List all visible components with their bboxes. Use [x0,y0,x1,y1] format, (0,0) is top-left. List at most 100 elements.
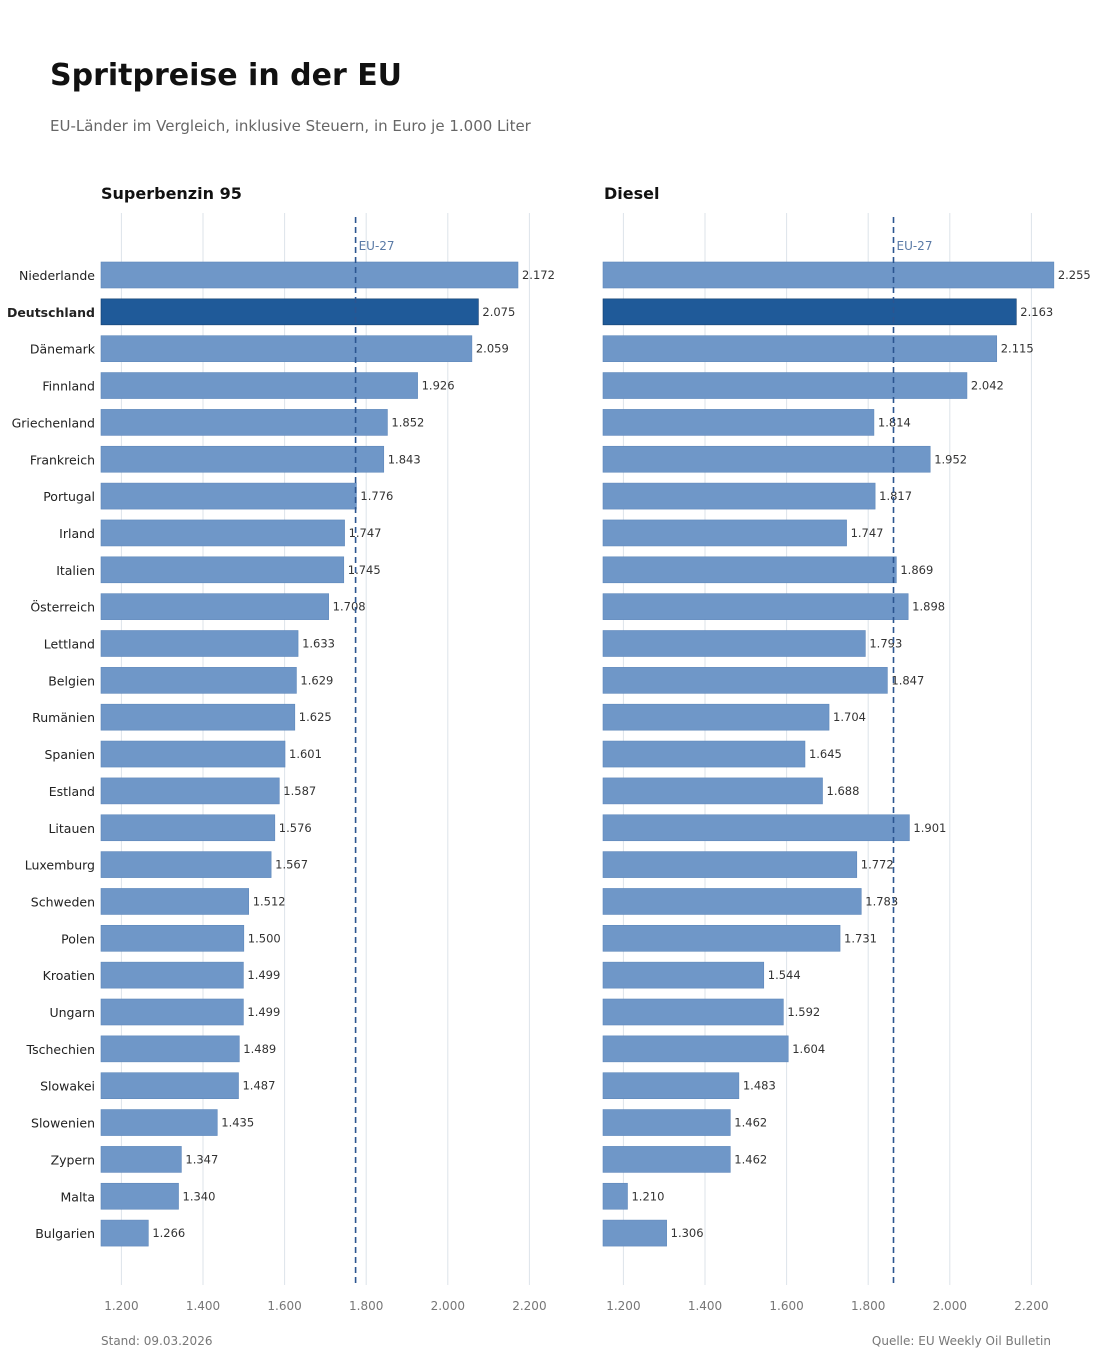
value-label: 1.487 [242,1079,275,1093]
category-label: Dänemark [30,342,96,357]
value-label: 1.645 [809,747,842,761]
x-tick-label: 1.200 [606,1299,640,1313]
value-label: 2.163 [1020,305,1053,319]
value-label: 2.059 [476,342,509,356]
bar-superbenzin [100,556,345,584]
value-label: 1.776 [360,489,393,503]
bar-diesel [602,593,909,620]
category-label: Deutschland [7,305,95,320]
bar-diesel [602,851,858,878]
bar-diesel [602,814,910,842]
category-label: Ungarn [49,1005,95,1020]
bar-superbenzin [100,667,297,694]
bar-diesel [602,630,866,657]
value-label: 1.499 [247,968,280,982]
x-tick-label: 2.000 [431,1299,465,1313]
x-tick-label: 1.600 [769,1299,803,1313]
value-label: 1.688 [827,784,860,798]
value-label: 2.042 [971,379,1004,393]
bar-diesel [602,519,847,547]
value-label: 2.172 [522,268,555,282]
x-tick-label: 2.200 [512,1299,546,1313]
bar-diesel [602,335,998,363]
value-label: 1.340 [183,1189,216,1203]
bar-diesel [602,777,823,805]
value-label: 1.731 [844,931,877,945]
bar-diesel [602,1182,628,1210]
value-label: 1.544 [768,968,801,982]
bar-superbenzin [100,924,245,952]
bar-superbenzin [100,630,299,657]
bar-superbenzin [100,261,519,289]
value-label: 1.704 [833,710,866,724]
bar-diesel [602,1072,740,1099]
bar-diesel [602,703,830,731]
category-label: Slowenien [31,1116,95,1131]
bar-diesel [602,482,876,510]
bar-superbenzin [100,482,357,510]
category-label: Kroatien [43,968,95,983]
category-label: Schweden [31,894,95,909]
category-label: Polen [61,931,95,946]
value-label: 1.587 [283,784,316,798]
value-label: 1.567 [275,858,308,872]
value-label: 1.483 [743,1079,776,1093]
category-label: Litauen [48,821,95,836]
bar-diesel [602,1219,667,1247]
date-note: Stand: 09.03.2026 [101,1334,213,1348]
bar-diesel [602,372,968,399]
bar-superbenzin [100,814,276,842]
value-label: 1.462 [734,1152,767,1166]
panel-title-superbenzin: Superbenzin 95 [101,184,242,203]
value-label: 1.625 [299,710,332,724]
value-label: 1.869 [900,563,933,577]
value-label: 2.255 [1058,268,1091,282]
value-label: 1.745 [348,563,381,577]
bar-superbenzin [100,1146,182,1173]
value-label: 1.435 [221,1116,254,1130]
bar-diesel [602,924,841,952]
bar-diesel [602,1109,731,1136]
value-label: 1.747 [851,526,884,540]
bar-superbenzin [100,409,388,436]
bar-diesel [602,409,875,436]
bar-diesel [602,1035,789,1063]
value-label: 1.793 [869,637,902,651]
bar-diesel [602,556,897,584]
bar-superbenzin [100,298,479,326]
category-label: Portugal [43,489,95,504]
value-label: 1.604 [792,1042,825,1056]
chart-subtitle: EU-Länder im Vergleich, inklusive Steuer… [50,117,531,135]
bar-superbenzin [100,888,249,915]
category-label: Spanien [44,747,95,762]
source-note: Quelle: EU Weekly Oil Bulletin [871,1334,1051,1348]
value-label: 1.266 [152,1226,185,1240]
x-tick-label: 2.200 [1014,1299,1048,1313]
value-label: 1.462 [734,1116,767,1130]
value-label: 1.898 [912,600,945,614]
bar-diesel [602,445,931,473]
bar-superbenzin [100,519,345,547]
bar-superbenzin [100,1109,218,1136]
bar-superbenzin [100,1219,149,1247]
bar-superbenzin [100,703,296,731]
bar-diesel [602,740,806,768]
x-tick-label: 1.200 [104,1299,138,1313]
value-label: 1.847 [891,673,924,687]
bar-superbenzin [100,335,473,363]
bar-diesel [602,998,784,1026]
bar-superbenzin [100,593,329,620]
bar-superbenzin [100,372,418,399]
value-label: 1.306 [671,1226,704,1240]
value-label: 1.817 [879,489,912,503]
chart-title: Spritpreise in der EU [50,58,403,93]
bar-superbenzin [100,961,244,989]
value-label: 2.075 [482,305,515,319]
value-label: 1.952 [934,452,967,466]
bar-superbenzin [100,998,244,1026]
category-label: Irland [59,526,95,541]
bar-superbenzin [100,740,286,768]
value-label: 1.747 [349,526,382,540]
value-label: 1.814 [878,415,911,429]
